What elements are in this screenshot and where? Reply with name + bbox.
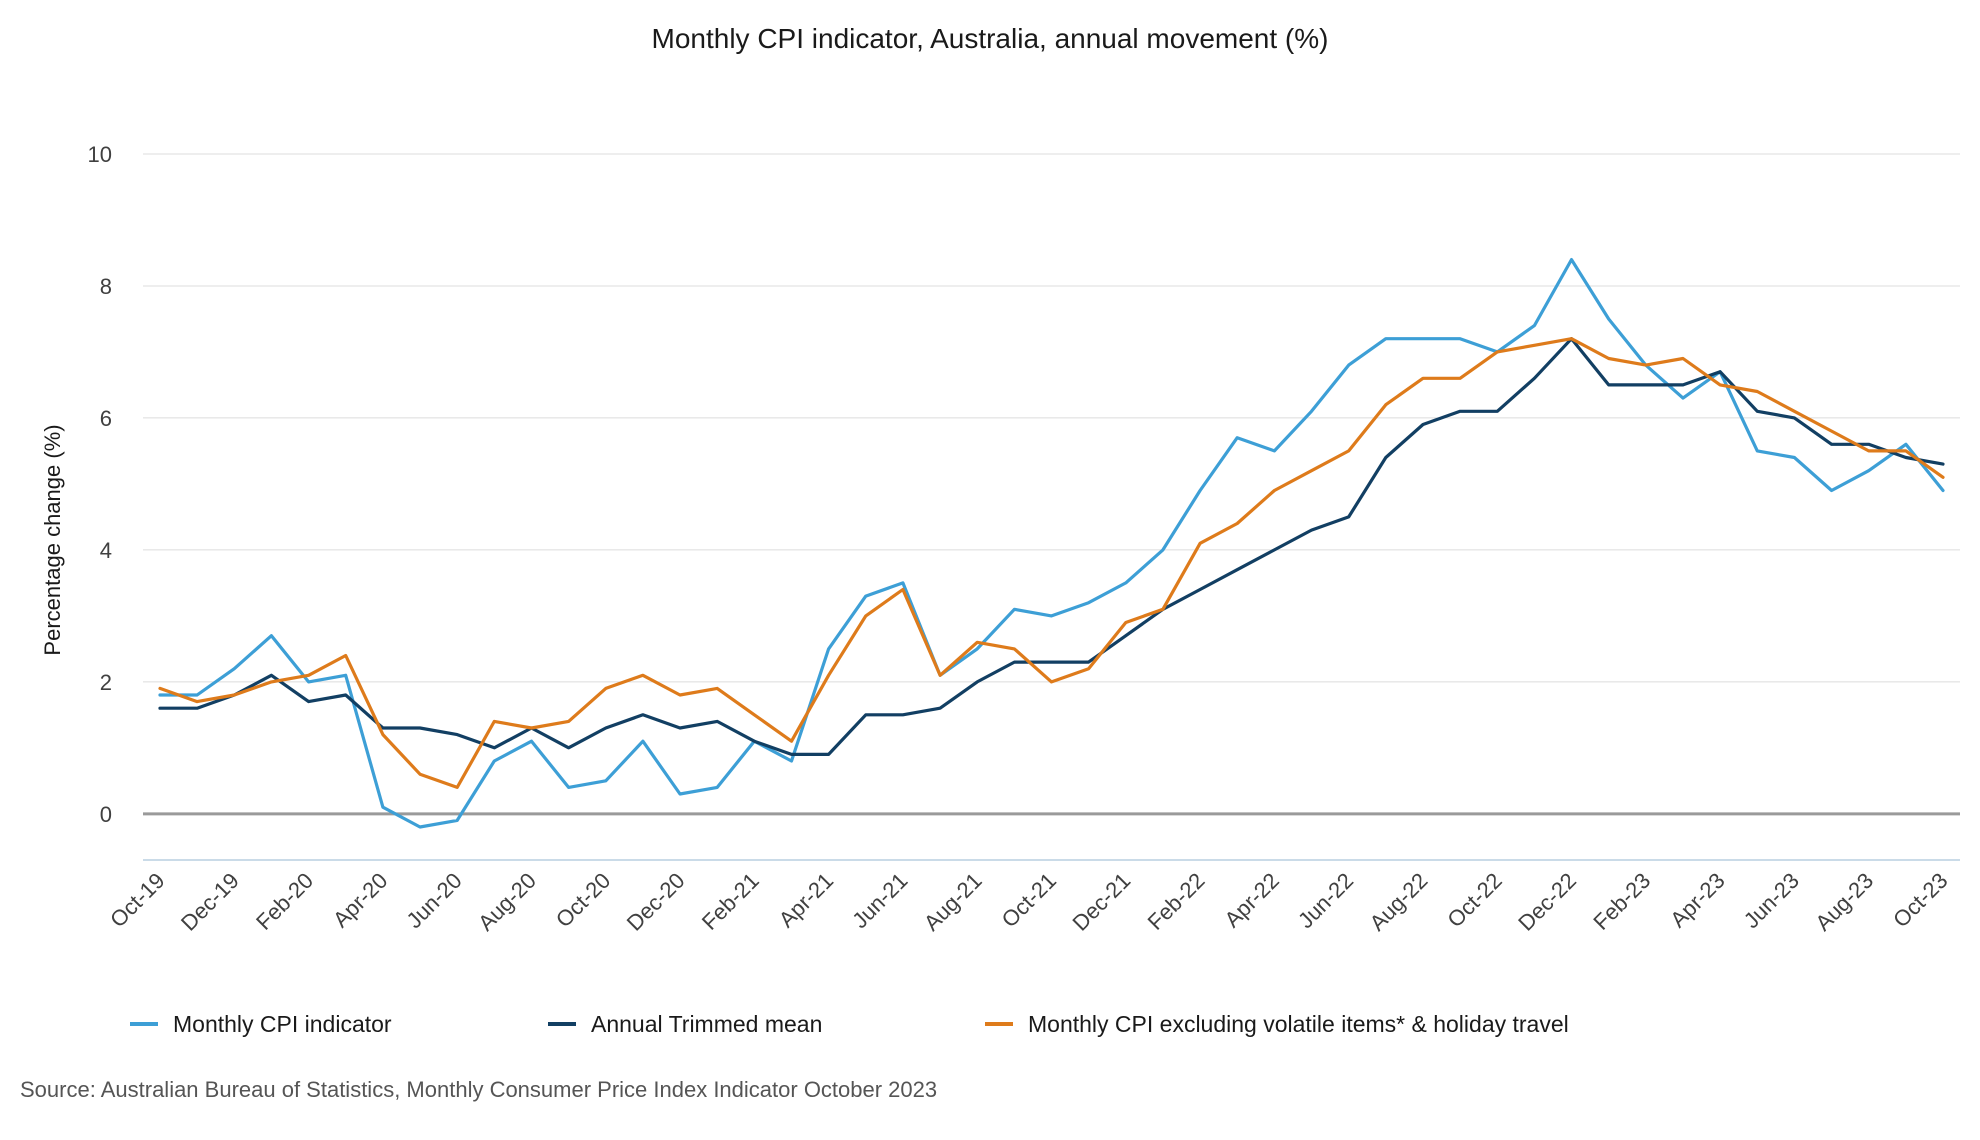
x-tick-label: Apr-23 xyxy=(1665,868,1729,932)
x-tick-label: Feb-22 xyxy=(1143,868,1210,935)
legend-entry-label: Annual Trimmed mean xyxy=(591,1011,822,1037)
x-tick-label: Aug-23 xyxy=(1810,868,1878,936)
x-tick-label: Jun-23 xyxy=(1739,868,1804,933)
x-tick-label: Jun-22 xyxy=(1293,868,1358,933)
series-line-3 xyxy=(158,337,1945,790)
x-tick-label: Aug-21 xyxy=(919,868,987,936)
y-tick-label: 4 xyxy=(100,538,112,563)
legend-entry-label: Monthly CPI indicator xyxy=(173,1011,392,1037)
y-tick-label: 6 xyxy=(100,406,112,431)
x-tick-label: Feb-23 xyxy=(1588,868,1655,935)
x-axis-ticks: Oct-19 Dec-19 Feb-20 Apr-20 Jun-20 Aug-20 Oct-… xyxy=(105,868,1952,936)
x-tick-label: Jun-20 xyxy=(401,868,466,933)
y-tick-label: 0 xyxy=(100,802,112,827)
y-tick-label: 8 xyxy=(100,274,112,299)
gridlines xyxy=(143,153,1960,861)
x-tick-label: Apr-21 xyxy=(774,868,838,932)
series-line-1 xyxy=(158,258,1945,829)
y-tick-label: 2 xyxy=(100,670,112,695)
source-note: Source: Australian Bureau of Statistics,… xyxy=(20,1077,937,1102)
x-tick-label: Apr-22 xyxy=(1220,868,1284,932)
x-tick-label: Oct-19 xyxy=(105,868,169,932)
x-tick-label: Dec-21 xyxy=(1068,868,1136,936)
x-tick-label: Feb-21 xyxy=(697,868,764,935)
x-tick-label: Aug-22 xyxy=(1365,868,1433,936)
x-tick-label: Dec-20 xyxy=(622,868,690,936)
legend: Monthly CPI indicator Annual Trimmed mean… xyxy=(130,1011,1569,1037)
x-tick-label: Oct-22 xyxy=(1442,868,1506,932)
x-tick-label: Feb-20 xyxy=(251,868,318,935)
x-tick-label: Dec-22 xyxy=(1513,868,1581,936)
y-axis-ticks: 0 2 4 6 8 10 xyxy=(88,142,112,827)
x-tick-label: Apr-20 xyxy=(328,868,392,932)
x-tick-label: Jun-21 xyxy=(847,868,912,933)
x-tick-label: Aug-20 xyxy=(473,868,541,936)
series-lines xyxy=(158,258,1945,829)
chart-title: Monthly CPI indicator, Australia, annual… xyxy=(652,23,1329,54)
y-axis-label: Percentage change (%) xyxy=(40,424,65,655)
y-tick-label: 10 xyxy=(88,142,112,167)
series-line-2 xyxy=(158,337,1945,757)
x-tick-label: Oct-21 xyxy=(997,868,1061,932)
x-tick-label: Dec-19 xyxy=(176,868,244,936)
x-tick-label: Oct-20 xyxy=(551,868,615,932)
x-tick-label: Oct-23 xyxy=(1888,868,1952,932)
legend-entry-label: Monthly CPI excluding volatile items* & … xyxy=(1028,1011,1569,1037)
